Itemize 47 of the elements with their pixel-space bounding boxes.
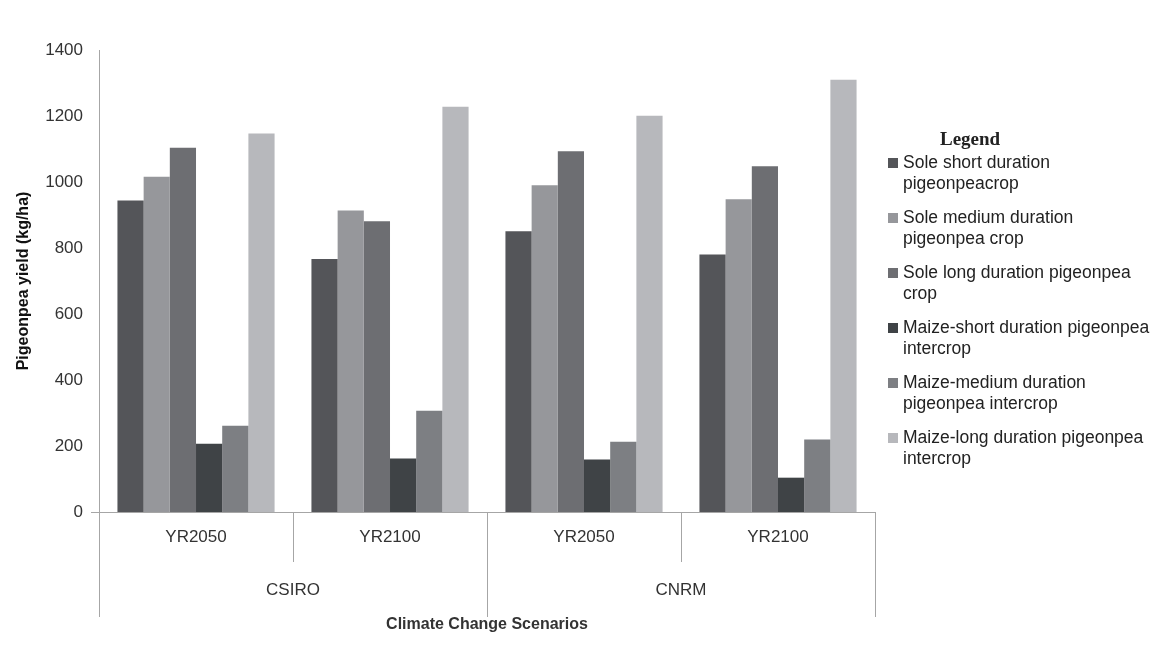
bar	[416, 410, 443, 512]
bar	[143, 176, 170, 512]
legend-label: Maize-long duration pigeonpea intercrop	[903, 427, 1145, 469]
y-tick-label: 1000	[45, 171, 84, 191]
bar	[169, 147, 197, 512]
y-tick-label: 400	[54, 369, 84, 389]
bar	[248, 133, 275, 512]
bar	[610, 441, 637, 512]
y-tick-label: 1200	[45, 105, 84, 125]
legend-label: Sole short duration pigeonpeacrop	[903, 152, 1051, 194]
legend-label: Maize-short duration pigeonpea intercrop	[903, 317, 1151, 359]
bar	[830, 79, 857, 512]
x-tick-label: YR2100	[359, 526, 421, 546]
bar	[636, 115, 663, 512]
bar	[505, 231, 532, 512]
x-axis-title: Climate Change Scenarios	[386, 615, 589, 633]
bar	[442, 106, 469, 512]
x-tick-label: YR2100	[747, 526, 809, 546]
bar	[222, 425, 249, 512]
bar	[584, 459, 611, 512]
bar	[531, 185, 558, 512]
bar	[557, 151, 585, 512]
bar	[725, 199, 752, 512]
bar	[699, 254, 726, 512]
text: CNRM	[655, 579, 707, 599]
bar	[363, 221, 391, 512]
bar	[117, 200, 144, 512]
bar	[311, 258, 338, 512]
legend-label: Sole medium duration pigeonpea crop	[903, 207, 1075, 249]
legend-label: Maize-medium duration pigeonpea intercrop	[903, 372, 1087, 414]
legend-title: Legend	[939, 128, 1002, 150]
y-tick-label: 800	[54, 237, 84, 257]
bar	[751, 166, 778, 512]
bar	[804, 439, 831, 512]
y-tick-label: 1400	[45, 39, 84, 59]
y-tick-label: 0	[73, 501, 84, 521]
y-tick-label: 200	[54, 435, 84, 455]
y-axis-title: Pigeonpea yield (kg/ha)	[14, 191, 32, 371]
x-tick-label: YR2050	[553, 526, 615, 546]
text: CSIRO	[266, 579, 320, 599]
bar	[778, 477, 805, 512]
y-tick-label: 600	[54, 303, 84, 323]
bar	[196, 443, 223, 512]
bar	[390, 458, 417, 512]
legend-label: Sole long duration pigeonpea crop	[903, 262, 1132, 304]
x-tick-label: YR2050	[165, 526, 227, 546]
bar	[337, 210, 364, 512]
